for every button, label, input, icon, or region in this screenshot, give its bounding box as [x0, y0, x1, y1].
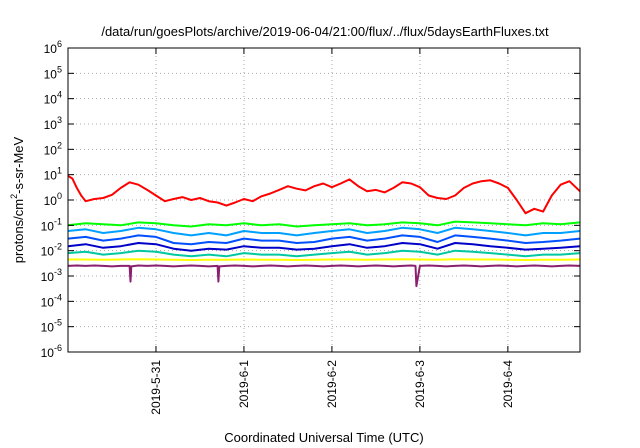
series-line-5 [67, 242, 581, 252]
y-axis: 10610510410310210110010-110-210-310-410-… [41, 39, 580, 360]
y-tick-label-exponent: 1 [57, 166, 62, 176]
y-tick-label: 104 [44, 90, 62, 107]
y-tick-label-base: 10 [44, 42, 58, 56]
y-tick-label: 105 [44, 64, 62, 81]
y-tick-label-base: 10 [44, 93, 58, 107]
y-tick-label: 101 [44, 166, 62, 183]
y-tick-label-base: 10 [44, 194, 58, 208]
series-layer [67, 174, 581, 288]
y-tick-label-base: 10 [41, 346, 55, 360]
y-tick-label: 100 [44, 191, 62, 208]
y-tick-label-exponent: 5 [57, 64, 62, 74]
y-tick-label: 10-2 [41, 242, 62, 259]
series-line-7 [68, 258, 581, 261]
series-line-6 [67, 249, 581, 258]
y-tick-label-exponent: 0 [57, 191, 62, 201]
x-axis: 2019-5-31 2019-6-1 2019-6-2 2019-6-3 2019-6-… [149, 48, 515, 415]
series-line-3 [67, 226, 581, 237]
y-tick-label-base: 10 [41, 270, 55, 284]
y-tick-label: 10-1 [41, 216, 62, 233]
y-tick-label-base: 10 [41, 295, 55, 309]
x-axis-label: Coordinated Universal Time (UTC) [224, 430, 423, 445]
y-tick-label-base: 10 [41, 321, 55, 335]
y-tick-label-exponent: -4 [54, 292, 62, 302]
y-tick-label: 103 [44, 115, 62, 132]
y-axis-label: protons/cm2-s-sr-MeV [9, 136, 26, 263]
y-tick-label: 102 [44, 140, 62, 157]
y-tick-label-exponent: 3 [57, 115, 62, 125]
y-tick-label: 10-3 [41, 267, 62, 284]
y-tick-label-base: 10 [44, 169, 58, 183]
y-tick-label: 10-5 [41, 318, 62, 335]
x-tick-label: 2019-6-1 [237, 360, 251, 408]
y-tick-label: 10-6 [41, 343, 62, 360]
y-axis-label-prefix: protons/cm [11, 199, 26, 263]
grid-lines [68, 48, 580, 352]
y-tick-label-exponent: -5 [54, 318, 62, 328]
y-tick-label-exponent: 2 [57, 140, 62, 150]
y-tick-label-exponent: -3 [54, 267, 62, 277]
y-tick-label-base: 10 [44, 118, 58, 132]
y-tick-label-base: 10 [44, 143, 58, 157]
y-tick-label-exponent: 4 [57, 90, 62, 100]
y-tick-label-base: 10 [44, 67, 58, 81]
x-tick-label: 2019-5-31 [149, 360, 163, 415]
y-tick-label-exponent: 6 [57, 39, 62, 49]
x-tick-label: 2019-6-4 [501, 360, 515, 408]
y-axis-label-suffix: -s-sr-MeV [11, 136, 26, 193]
y-tick-label-base: 10 [41, 245, 55, 259]
y-axis-label-sup: 2 [9, 194, 19, 199]
series-line-4 [67, 234, 581, 246]
y-tick-label: 106 [44, 39, 62, 56]
series-line-8 [67, 264, 581, 288]
y-tick-label-exponent: -6 [54, 343, 62, 353]
y-tick-label-base: 10 [41, 219, 55, 233]
x-tick-label: 2019-6-3 [413, 360, 427, 408]
series-line-1 [67, 174, 581, 215]
y-tick-label-exponent: -2 [54, 242, 62, 252]
chart-title: /data/run/goesPlots/archive/2019-06-04/2… [101, 24, 549, 39]
series-line-2 [67, 220, 581, 228]
x-tick-label: 2019-6-2 [325, 360, 339, 408]
y-tick-label: 10-4 [41, 292, 62, 309]
y-tick-label-exponent: -1 [54, 216, 62, 226]
